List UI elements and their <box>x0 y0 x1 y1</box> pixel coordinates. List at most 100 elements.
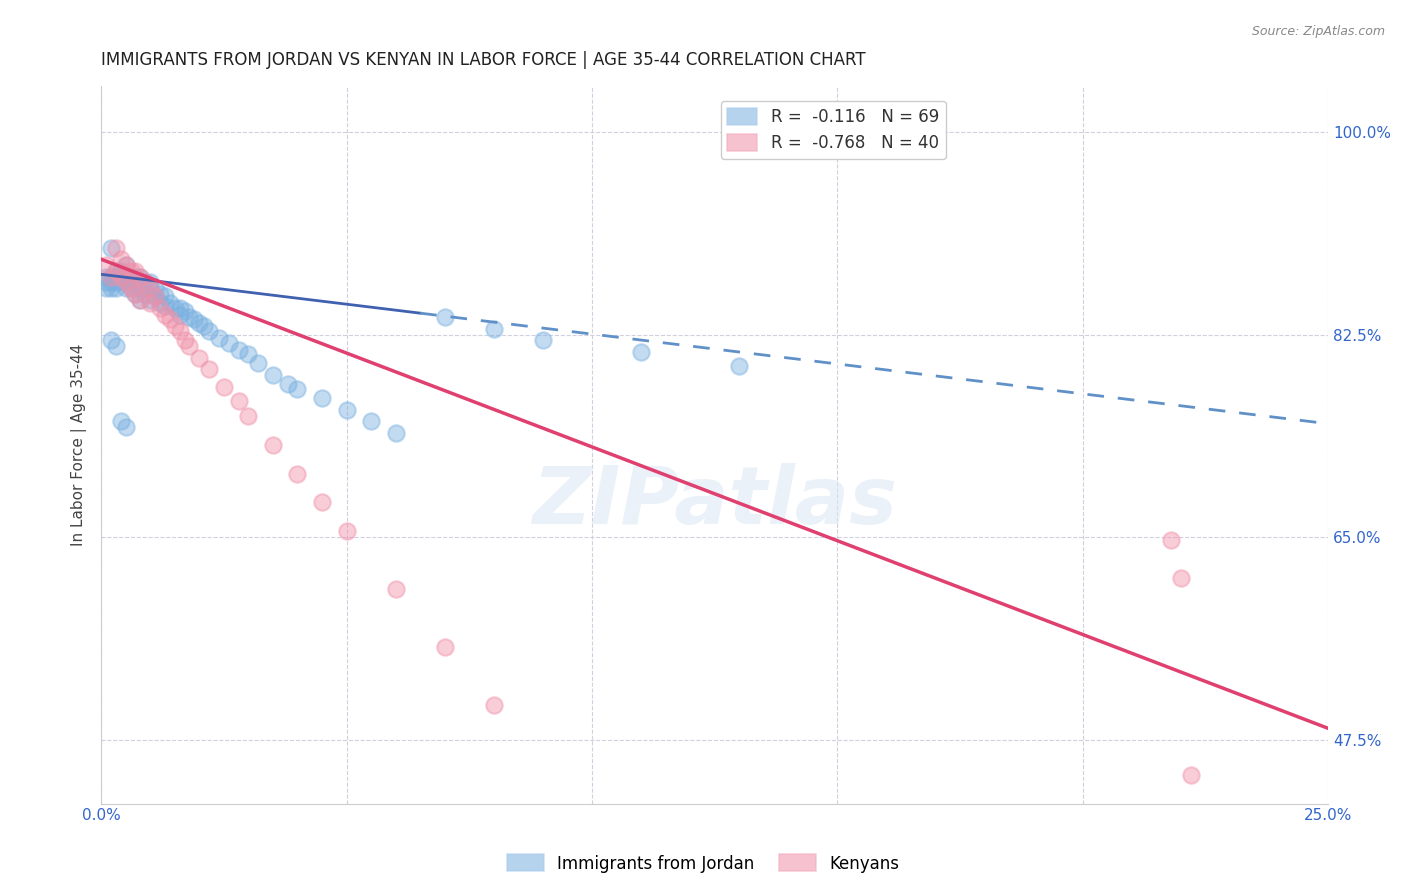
Point <box>188 316 211 330</box>
Point <box>104 264 127 278</box>
Point <box>139 281 162 295</box>
Point <box>183 312 205 326</box>
Point <box>139 296 162 310</box>
Point <box>104 241 127 255</box>
Point <box>120 264 142 278</box>
Point <box>100 269 122 284</box>
Point <box>193 319 215 334</box>
Point <box>104 276 127 290</box>
Point <box>159 296 181 310</box>
Point <box>311 495 333 509</box>
Point <box>110 269 132 284</box>
Point <box>311 391 333 405</box>
Point <box>188 351 211 365</box>
Point <box>143 281 166 295</box>
Legend: R =  -0.116   N = 69, R =  -0.768   N = 40: R = -0.116 N = 69, R = -0.768 N = 40 <box>721 101 946 159</box>
Text: Source: ZipAtlas.com: Source: ZipAtlas.com <box>1251 25 1385 38</box>
Point <box>198 324 221 338</box>
Point <box>100 269 122 284</box>
Point <box>262 437 284 451</box>
Point <box>159 312 181 326</box>
Point <box>169 324 191 338</box>
Point <box>129 293 152 307</box>
Point <box>104 339 127 353</box>
Legend: Immigrants from Jordan, Kenyans: Immigrants from Jordan, Kenyans <box>501 847 905 880</box>
Point <box>110 269 132 284</box>
Point <box>114 258 136 272</box>
Point <box>120 276 142 290</box>
Point <box>120 281 142 295</box>
Point <box>212 379 235 393</box>
Point <box>94 281 117 295</box>
Point <box>482 322 505 336</box>
Point <box>94 269 117 284</box>
Point <box>124 287 146 301</box>
Point <box>120 269 142 284</box>
Point <box>335 524 357 539</box>
Point <box>114 420 136 434</box>
Point <box>134 287 156 301</box>
Point <box>169 301 191 315</box>
Point <box>218 335 240 350</box>
Point <box>114 276 136 290</box>
Point <box>179 310 201 325</box>
Text: ZIPatlas: ZIPatlas <box>531 463 897 541</box>
Point <box>114 258 136 272</box>
Point <box>228 343 250 357</box>
Point <box>208 331 231 345</box>
Point <box>110 264 132 278</box>
Point <box>114 269 136 284</box>
Point <box>110 252 132 267</box>
Point <box>630 345 652 359</box>
Point <box>139 293 162 307</box>
Point <box>173 334 195 348</box>
Point <box>482 698 505 713</box>
Point <box>149 301 172 315</box>
Point <box>1180 767 1202 781</box>
Point <box>110 414 132 428</box>
Point <box>139 276 162 290</box>
Point <box>1160 533 1182 547</box>
Point <box>728 359 751 373</box>
Point <box>129 269 152 284</box>
Point <box>94 258 117 272</box>
Point <box>384 582 406 597</box>
Point <box>139 281 162 295</box>
Point <box>153 289 176 303</box>
Point <box>129 293 152 307</box>
Point <box>100 334 122 348</box>
Point <box>129 281 152 295</box>
Point <box>287 467 309 481</box>
Point <box>124 264 146 278</box>
Point <box>100 276 122 290</box>
Point <box>153 299 176 313</box>
Text: IMMIGRANTS FROM JORDAN VS KENYAN IN LABOR FORCE | AGE 35-44 CORRELATION CHART: IMMIGRANTS FROM JORDAN VS KENYAN IN LABO… <box>101 51 866 69</box>
Point <box>277 377 299 392</box>
Point <box>149 296 172 310</box>
Point <box>143 289 166 303</box>
Point <box>1170 571 1192 585</box>
Point <box>124 276 146 290</box>
Point <box>110 276 132 290</box>
Point <box>114 281 136 295</box>
Point <box>262 368 284 382</box>
Point <box>335 402 357 417</box>
Point <box>169 308 191 322</box>
Y-axis label: In Labor Force | Age 35-44: In Labor Force | Age 35-44 <box>72 343 87 546</box>
Point <box>238 409 260 423</box>
Point <box>124 269 146 284</box>
Point <box>120 281 142 295</box>
Point <box>149 287 172 301</box>
Point <box>104 264 127 278</box>
Point <box>100 281 122 295</box>
Point <box>124 287 146 301</box>
Point <box>163 301 186 315</box>
Point <box>153 308 176 322</box>
Point <box>129 269 152 284</box>
Point <box>179 339 201 353</box>
Point <box>228 393 250 408</box>
Point <box>104 269 127 284</box>
Point <box>104 281 127 295</box>
Point <box>100 241 122 255</box>
Point <box>247 356 270 370</box>
